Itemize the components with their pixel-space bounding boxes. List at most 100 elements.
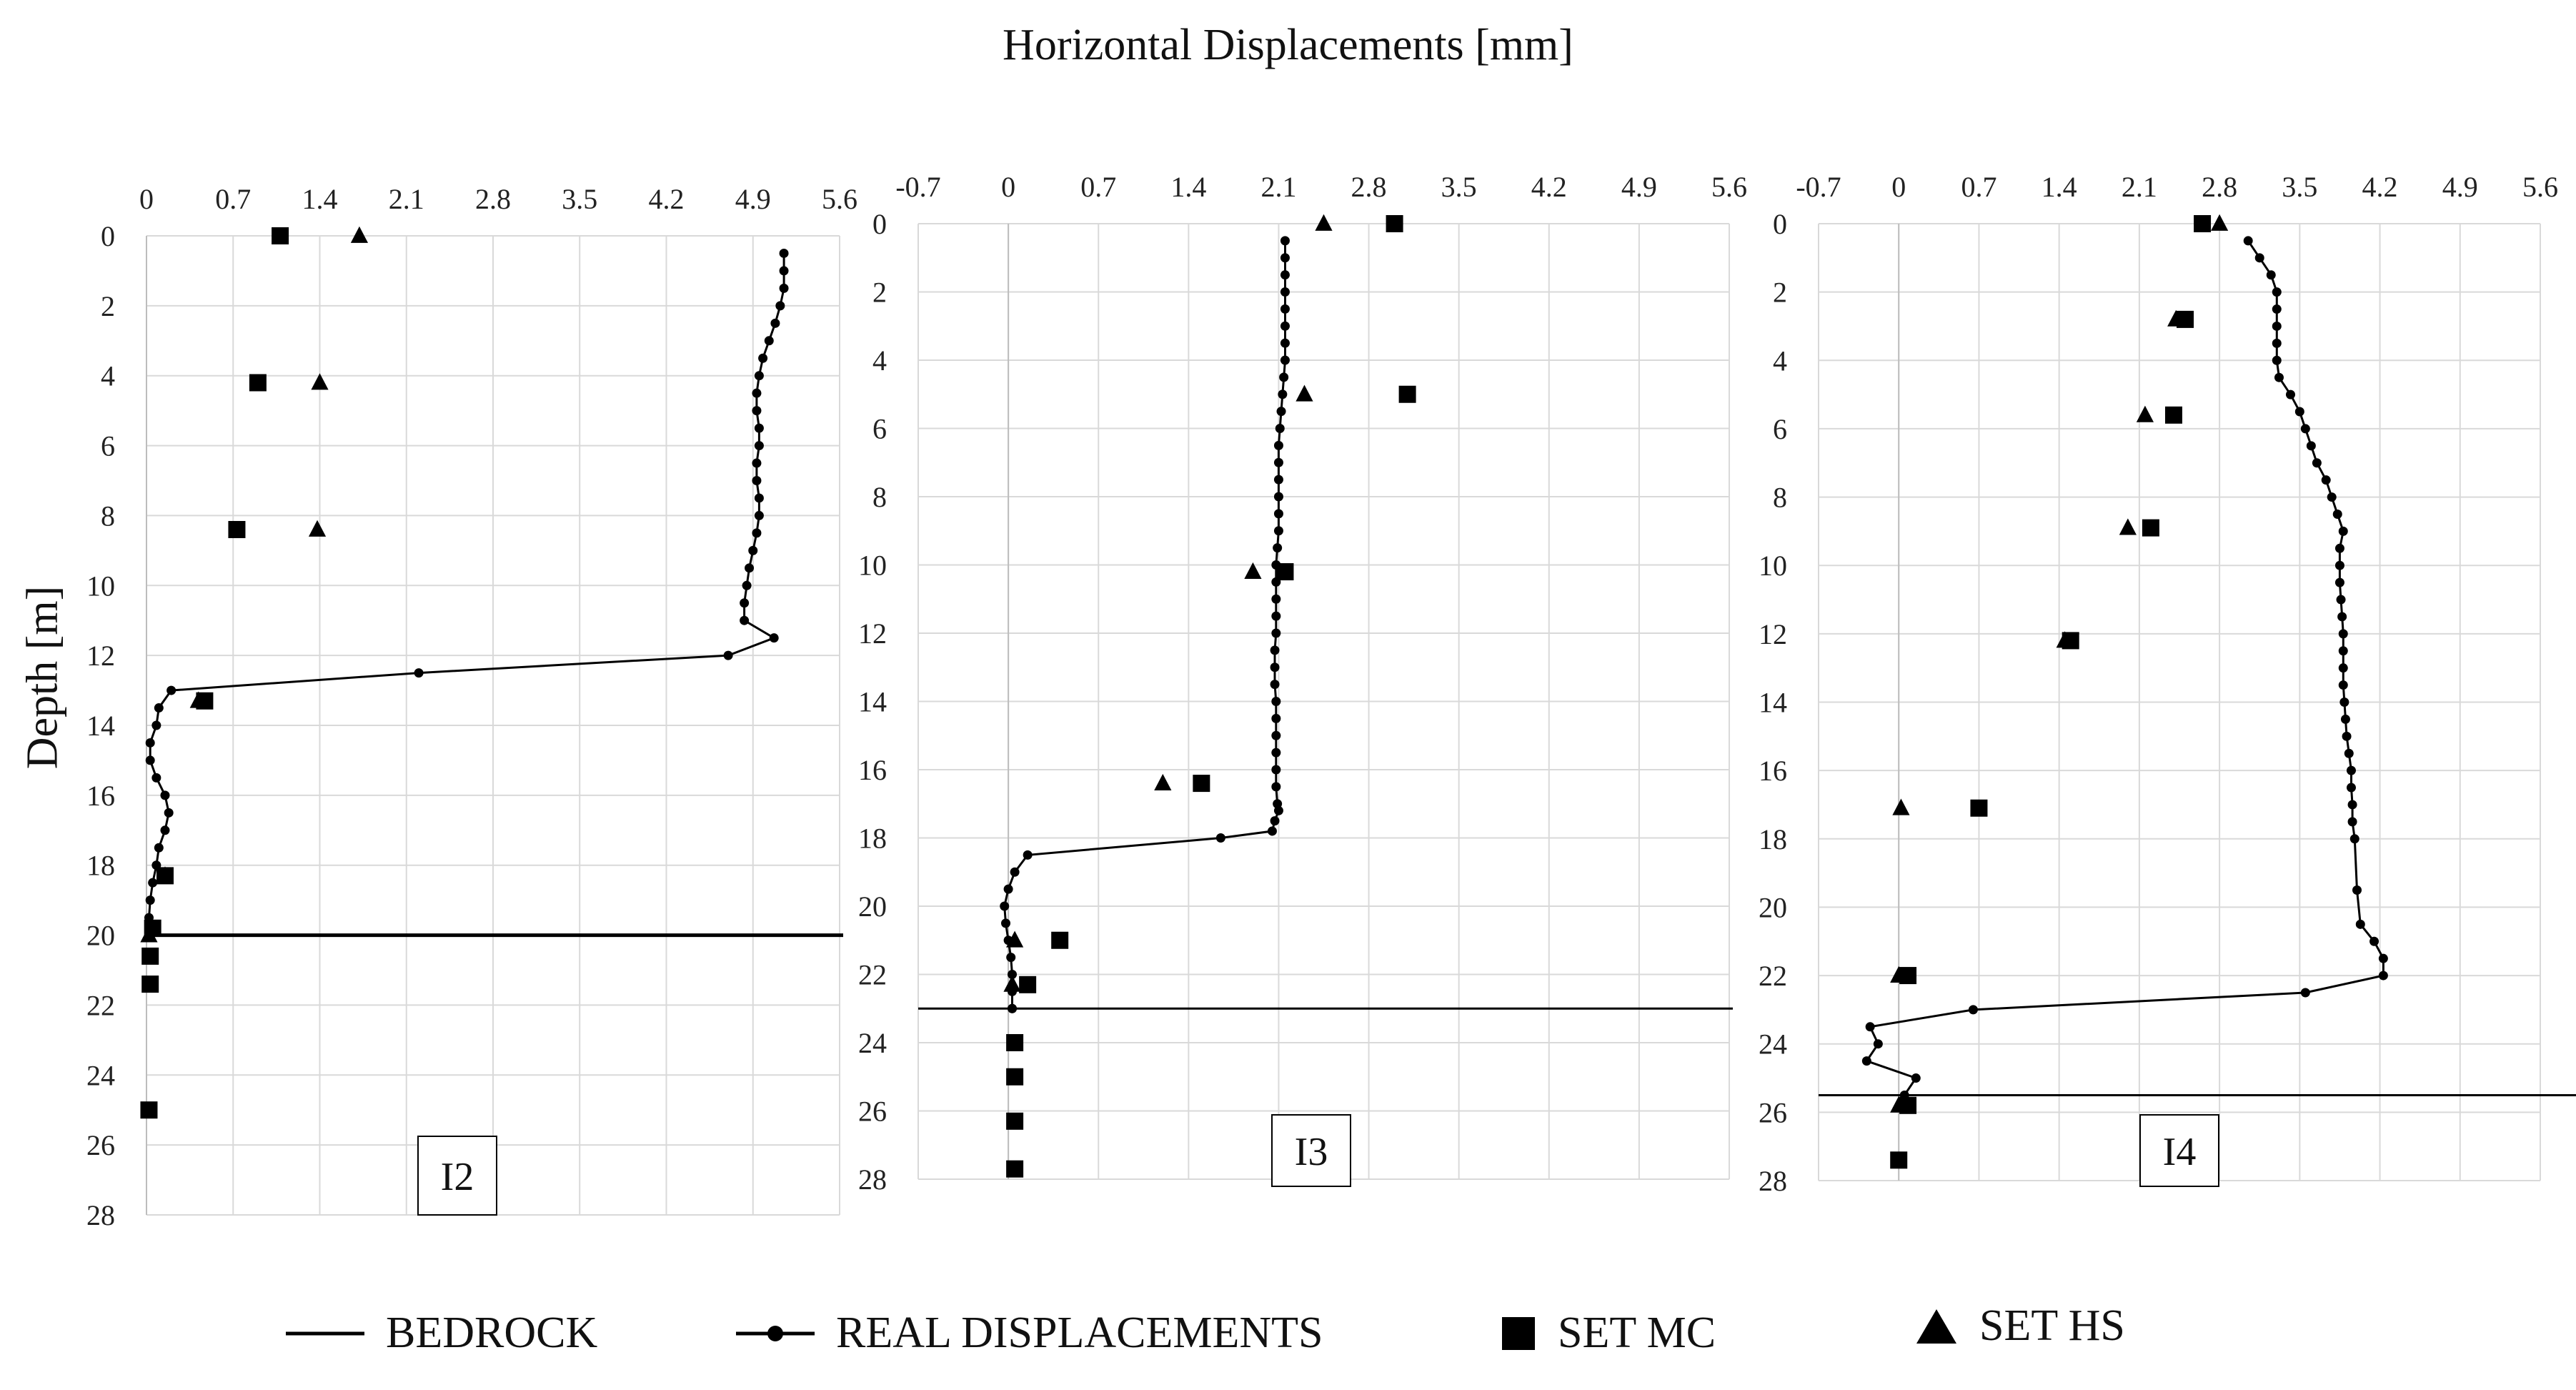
x-tick-label: 4.2 [2362,171,2398,203]
legend-set-mc: SET MC [1501,1308,1716,1359]
set-mc-marker [249,374,267,392]
real-displacement-point [1273,440,1283,450]
real-displacement-point [2272,355,2282,365]
square-marker-icon [1502,1316,1535,1350]
real-displacement-point [1271,730,1281,740]
real-displacement-point [1267,826,1277,836]
real-displacement-point [1278,389,1288,399]
panel-label: I3 [1295,1130,1328,1174]
real-displacement-point [166,685,176,695]
real-displacement-point [2349,834,2359,844]
y-tick-label: 16 [86,780,115,812]
y-tick-label: 24 [1759,1028,1787,1061]
real-displacement-point [2338,646,2348,656]
real-displacement-point [1273,492,1283,502]
real-displacement-point [1270,645,1280,655]
y-tick-label: 2 [1773,277,1787,309]
real-displacement-point [2334,543,2344,553]
y-tick-label: 0 [1773,208,1787,240]
y-tick-label: 6 [872,413,887,445]
real-displacement-point [2338,663,2348,673]
real-displacement-point [1865,1022,1875,1032]
legend-bedrock-label: BEDROCK [386,1309,598,1357]
real-displacement-point [779,283,789,293]
y-tick-label: 2 [872,277,887,309]
real-displacement-point [1215,833,1225,843]
set-hs-marker [189,691,207,708]
real-displacement-point [758,353,768,363]
x-tick-label: 1.4 [2042,171,2077,203]
chart-title: Horizontal Displacements [mm] [1003,21,1573,69]
real-displacement-point [1003,884,1013,894]
real-displacement-point [1273,509,1283,519]
x-tick-label: 3.5 [562,183,597,215]
x-tick-label: 0 [1001,171,1015,203]
set-mc-marker [1970,799,1988,817]
set-hs-marker [1154,773,1172,790]
set-hs-marker [2056,631,2074,648]
y-tick-label: 4 [1773,344,1787,377]
real-displacement-point [2272,338,2282,348]
real-displacement-point [2274,372,2284,382]
y-tick-label: 12 [858,617,887,650]
y-tick-label: 26 [1759,1096,1787,1128]
real-displacement-point [2266,270,2276,280]
y-tick-label: 6 [1773,413,1787,445]
real-displacement-point [754,510,764,520]
panel-label: I4 [2163,1130,2197,1174]
real-displacement-point [1861,1056,1871,1066]
real-displacement-point [2300,424,2310,434]
real-displacement-point [1271,748,1281,758]
real-displacement-point [1279,372,1289,382]
set-hs-marker [140,925,158,943]
real-displacement-point [2344,748,2354,758]
set-hs-marker [2119,518,2137,535]
real-displacement-point [2327,492,2337,502]
y-tick-label: 24 [86,1059,115,1091]
legend-set-hs-label: SET HS [1979,1301,2125,1350]
panel-label-box [1271,1114,1351,1187]
x-tick-label: 2.8 [2202,171,2237,203]
set-mc-marker [141,976,159,993]
x-tick-label: 0 [1891,171,1906,203]
legend-real-label: REAL DISPLACEMENTS [836,1309,1323,1357]
y-tick-label: 8 [1773,482,1787,514]
real-displacement-point [1270,662,1280,672]
real-displacement-point [2337,612,2347,622]
x-tick-label: 4.9 [735,183,771,215]
real-displacement-point [1280,253,1290,263]
y-tick-label: 10 [1759,550,1787,582]
y-tick-label: 18 [858,823,887,855]
x-tick-label: 3.5 [1441,171,1477,203]
set-mc-marker [1276,563,1294,581]
y-tick-label: 22 [858,959,887,991]
set-hs-marker [1315,214,1333,231]
real-displacement-point [145,895,155,905]
real-displacement-point [1271,782,1281,792]
y-tick-label: 18 [86,850,115,882]
real-displacement-point [2352,885,2362,895]
real-displacement-point [145,738,155,748]
real-displacement-point [2321,475,2331,485]
set-mc-marker [272,227,289,244]
y-tick-label: 6 [101,430,115,462]
real-displacement-point [2378,970,2388,981]
y-tick-label: 4 [872,344,887,377]
x-tick-label: 4.2 [1531,171,1567,203]
set-mc-marker [1398,385,1416,403]
set-hs-marker [1892,798,1910,815]
x-tick-label: 3.5 [2282,171,2317,203]
x-tick-label: 4.9 [2442,171,2478,203]
real-displacement-point [1873,1039,1883,1049]
real-displacement-point [1273,805,1283,815]
real-displacement-point [2346,765,2356,775]
real-displacement-point [1276,407,1286,417]
real-displacement-point [1275,424,1285,433]
panel-i3: -0.7 0 0.7 1.4 2.1 2.8 3.5 4.2 4.9 5.602468101214… [858,171,1747,1196]
real-displacement-point [752,528,762,538]
real-displacement-line [1864,240,2384,1096]
real-displacement-point [1006,953,1016,963]
real-displacement-point [754,493,764,503]
real-displacement-point [1271,697,1281,706]
real-displacement-point [160,790,170,800]
